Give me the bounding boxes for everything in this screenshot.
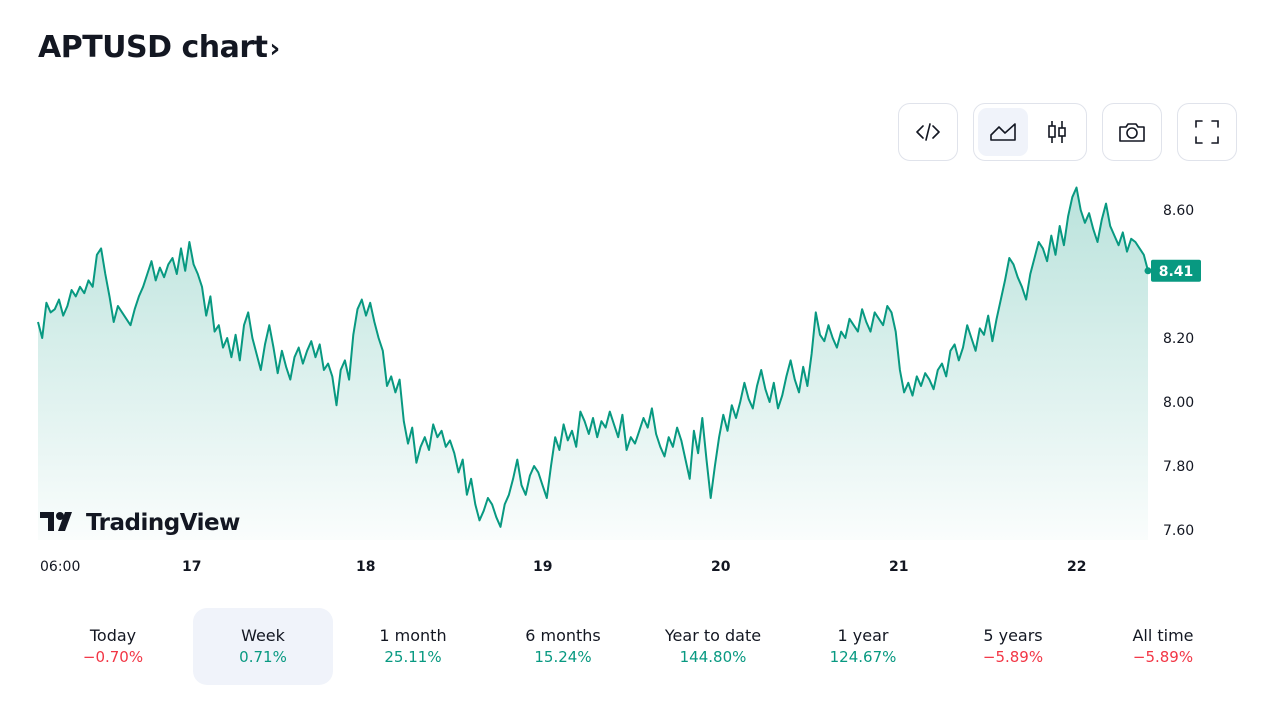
period-change: −5.89% xyxy=(982,648,1044,666)
page-title: APTUSD chart xyxy=(38,30,268,65)
period-change: 15.24% xyxy=(534,648,592,666)
tradingview-logo-mark xyxy=(40,512,54,531)
period-label: 5 years xyxy=(983,626,1043,645)
period-label: Year to date xyxy=(664,626,762,645)
embed-code-icon xyxy=(916,123,940,141)
x-tick-label: 18 xyxy=(356,559,375,575)
period-tab[interactable]: Week 0.71% xyxy=(193,608,333,685)
area-chart-button[interactable] xyxy=(978,108,1028,156)
period-change: 0.71% xyxy=(239,648,287,666)
period-selector: Today −0.70% Week 0.71% 1 month 25.11% 6 month… xyxy=(38,608,1238,685)
y-tick-label: 8.20 xyxy=(1163,331,1194,347)
period-tab[interactable]: Today −0.70% xyxy=(43,608,183,685)
period-tab[interactable]: 5 years −5.89% xyxy=(943,608,1083,685)
period-tab[interactable]: 6 months 15.24% xyxy=(493,608,633,685)
candlestick-chart-button[interactable] xyxy=(1032,108,1082,156)
period-change: −0.70% xyxy=(82,648,144,666)
embed-button[interactable] xyxy=(898,103,958,161)
last-price-dot xyxy=(1144,267,1152,275)
y-tick-label: 8.60 xyxy=(1163,203,1194,219)
period-label: Today xyxy=(89,626,137,645)
x-tick-label: 06:00 xyxy=(40,559,80,575)
camera-icon xyxy=(1119,123,1145,142)
candlestick-chart-icon xyxy=(1048,121,1066,143)
y-tick-label: 8.00 xyxy=(1163,395,1194,411)
period-label: All time xyxy=(1132,626,1194,645)
x-tick-label: 20 xyxy=(711,559,731,575)
x-tick-label: 21 xyxy=(889,559,908,575)
area-chart-icon xyxy=(990,123,1016,141)
tradingview-logo: TradingView xyxy=(40,510,241,536)
period-tab[interactable]: All time −5.89% xyxy=(1093,608,1233,685)
fullscreen-button[interactable] xyxy=(1177,103,1237,161)
period-change: −5.89% xyxy=(1132,648,1194,666)
price-chart[interactable]: 8.60 8.20 8.00 7.80 7.60 06:00 17 18 19 20 21 22 8… xyxy=(0,175,1280,575)
y-tick-label: 7.60 xyxy=(1163,523,1194,539)
chart-type-toggle xyxy=(973,103,1087,161)
x-tick-label: 19 xyxy=(533,559,552,575)
area-fill xyxy=(38,187,1148,540)
period-tab[interactable]: Year to date 144.80% xyxy=(643,608,783,685)
chevron-right-icon: › xyxy=(269,34,281,64)
x-tick-label: 17 xyxy=(182,559,201,575)
tradingview-logo-text: TradingView xyxy=(86,510,240,536)
last-price-label: 8.41 xyxy=(1159,264,1194,280)
period-label: Week xyxy=(241,626,285,645)
period-change: 124.67% xyxy=(829,648,897,666)
snapshot-button[interactable] xyxy=(1102,103,1162,161)
period-tab[interactable]: 1 year 124.67% xyxy=(793,608,933,685)
period-label: 6 months xyxy=(525,626,601,645)
y-tick-label: 7.80 xyxy=(1163,459,1194,475)
chart-title-link[interactable]: APTUSD chart› xyxy=(38,30,280,65)
price-line xyxy=(37,186,1149,528)
period-label: 1 year xyxy=(837,626,889,645)
period-change: 144.80% xyxy=(679,648,747,666)
period-label: 1 month xyxy=(379,626,447,645)
last-price-badge xyxy=(1151,259,1201,282)
x-tick-label: 22 xyxy=(1067,559,1086,575)
period-change: 25.11% xyxy=(384,648,442,666)
period-tab[interactable]: 1 month 25.11% xyxy=(343,608,483,685)
fullscreen-icon xyxy=(1195,120,1219,144)
